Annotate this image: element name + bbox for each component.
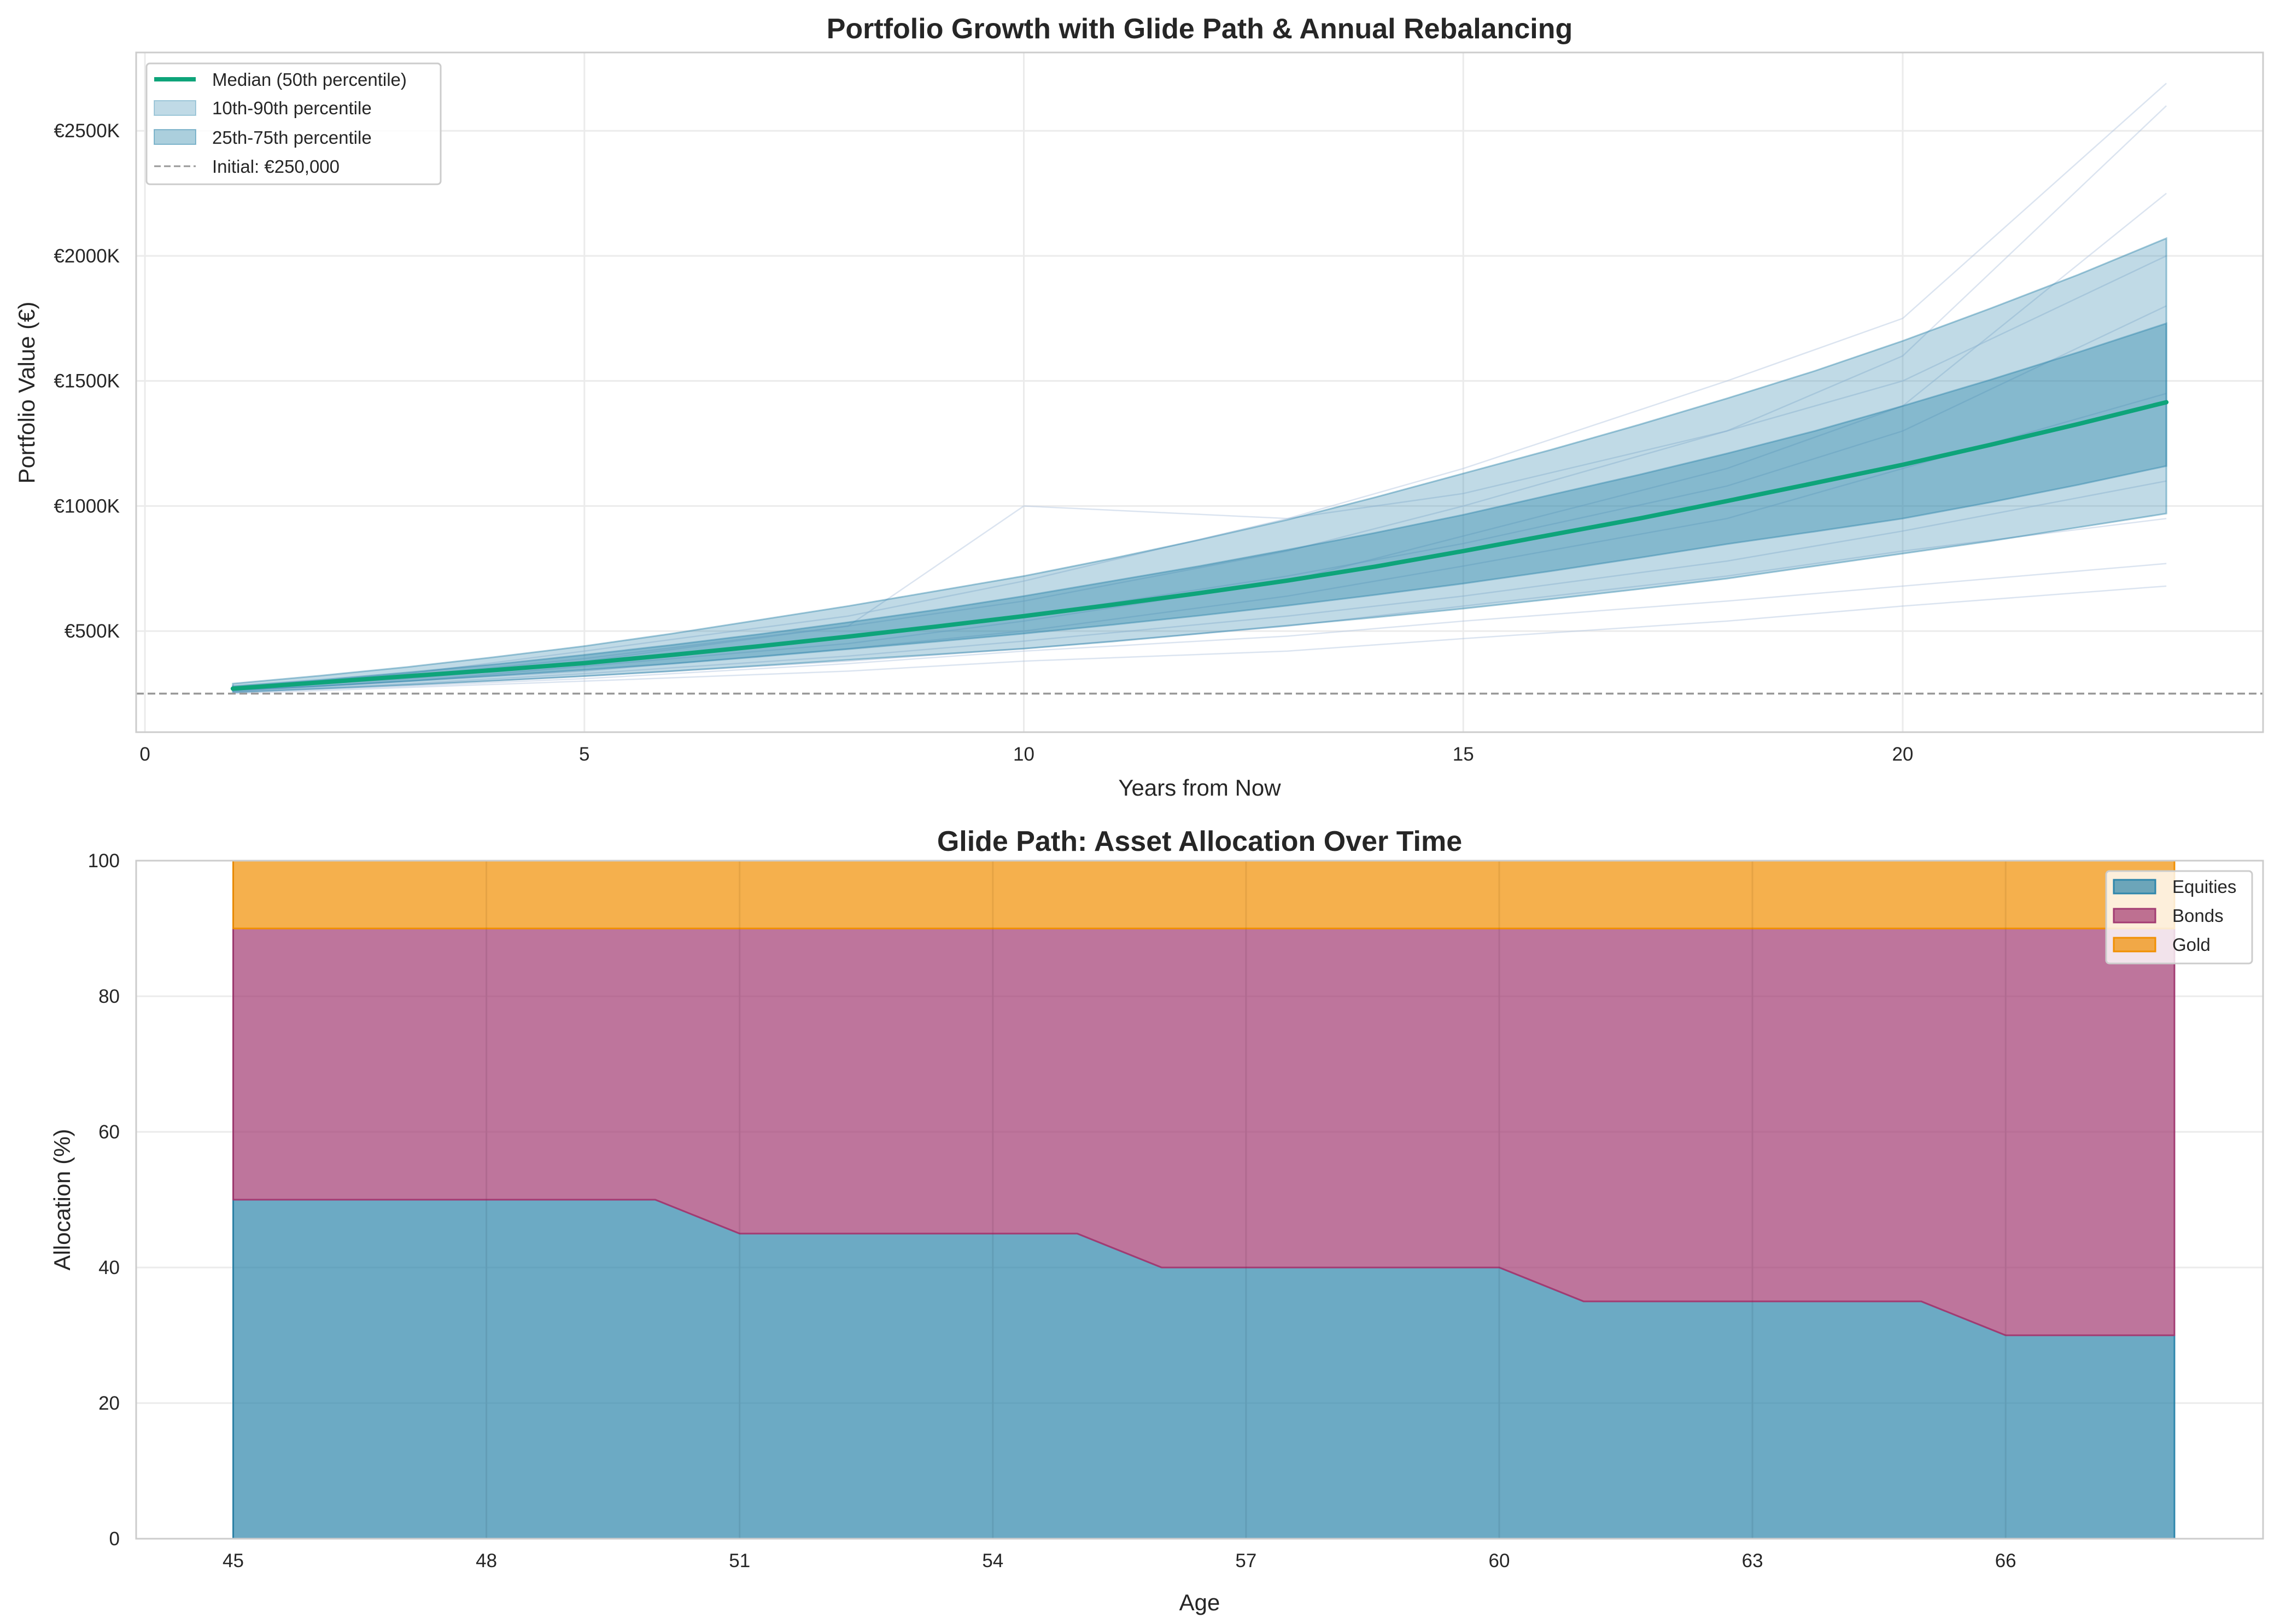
bottom-grid [232, 861, 2007, 1539]
top-axes-frame [135, 51, 2264, 733]
percentile-bands [232, 237, 2167, 693]
band-10-90-area [232, 237, 2167, 693]
bottom-y-tick-label: 0 [109, 1528, 120, 1550]
sample-path-line [232, 563, 2167, 693]
bottom-y-tick-label: 80 [98, 986, 120, 1007]
sample-path-line [232, 480, 2167, 693]
bottom-y-tick-label: 100 [88, 850, 120, 872]
bottom-x-tick-label: 48 [476, 1550, 497, 1572]
bottom-x-tick-label: 60 [1489, 1550, 1510, 1572]
median-line [230, 400, 2169, 691]
top-x-tick-label: 0 [139, 744, 150, 765]
top-y-tick-label: €1000K [54, 495, 120, 517]
sample-path-line [232, 518, 2167, 693]
top-y-tick-label: €2500K [54, 120, 120, 142]
area-gold [232, 860, 2176, 930]
top-y-axis-label: Portfolio Value (€) [14, 301, 39, 483]
top-x-tick-label: 15 [1453, 744, 1474, 765]
bottom-tick-labels: 45 48 51 54 57 60 63 66 0 20 40 60 80 100 [88, 850, 2016, 1572]
legend-median-label: Median (50th percentile) [212, 69, 407, 90]
bottom-axes-frame [135, 860, 2264, 1540]
bottom-y-tick-label: 60 [98, 1121, 120, 1143]
band-25-75-area [232, 322, 2167, 692]
legend-band-10-90-swatch [154, 100, 196, 116]
median-line-group [230, 400, 2169, 691]
bottom-chart-title: Glide Path: Asset Allocation Over Time [937, 826, 1462, 857]
bottom-y-tick-label: 40 [98, 1257, 120, 1278]
sample-path-line [232, 585, 2167, 694]
sample-path-line [232, 83, 2167, 690]
bottom-x-tick-label: 54 [982, 1550, 1003, 1572]
bottom-y-axis-label: Allocation (%) [49, 1129, 75, 1270]
bottom-x-tick-label: 57 [1235, 1550, 1256, 1572]
legend-band-25-75-swatch [154, 129, 196, 145]
legend-equities-swatch [2113, 879, 2156, 895]
sample-path-line [232, 255, 2167, 689]
top-legend-box [145, 62, 442, 185]
bottom-x-tick-label: 45 [223, 1550, 244, 1572]
legend-band-25-75-label: 25th-75th percentile [212, 127, 372, 148]
top-y-tick-label: €500K [65, 621, 120, 642]
bottom-legend: Equities Bonds Gold [2105, 870, 2253, 965]
top-legend: Median (50th percentile) 10th-90th perce… [145, 62, 442, 185]
legend-initial-label: Initial: €250,000 [212, 156, 340, 177]
legend-equities-label: Equities [2172, 877, 2236, 897]
legend-gold-label: Gold [2172, 934, 2211, 955]
legend-gold-swatch [2113, 937, 2156, 953]
bottom-x-tick-label: 66 [1995, 1550, 2016, 1572]
top-tick-labels: 0 5 10 15 20 €500K €1000K €1500K €2000K €2500K [54, 120, 1913, 765]
top-x-tick-label: 5 [579, 744, 589, 765]
allocation-areas [232, 860, 2176, 1540]
bottom-x-axis-label: Age [1179, 1590, 1220, 1615]
bottom-y-tick-label: 20 [98, 1393, 120, 1414]
top-y-tick-label: €2000K [54, 246, 120, 267]
top-grid [136, 52, 2263, 732]
sample-path-line [232, 393, 2167, 692]
bottom-x-tick-label: 51 [729, 1550, 750, 1572]
top-chart-title: Portfolio Growth with Glide Path & Annua… [827, 13, 1573, 45]
legend-bonds-swatch [2113, 908, 2156, 924]
top-x-tick-label: 20 [1892, 744, 1913, 765]
top-x-axis-label: Years from Now [1118, 775, 1281, 801]
top-x-tick-label: 10 [1013, 744, 1034, 765]
bottom-x-tick-label: 63 [1742, 1550, 1763, 1572]
glide-path-chart: 45 48 51 54 57 60 63 66 0 20 40 60 80 100 Glide Path:… [49, 826, 2264, 1615]
legend-bonds-label: Bonds [2172, 906, 2224, 926]
portfolio-growth-chart: 0 5 10 15 20 €500K €1000K €1500K €2000K €2500K Po… [14, 13, 2264, 801]
top-y-tick-label: €1500K [54, 371, 120, 392]
top-plot-area [136, 52, 2263, 732]
legend-band-10-90-label: 10th-90th percentile [212, 98, 372, 118]
